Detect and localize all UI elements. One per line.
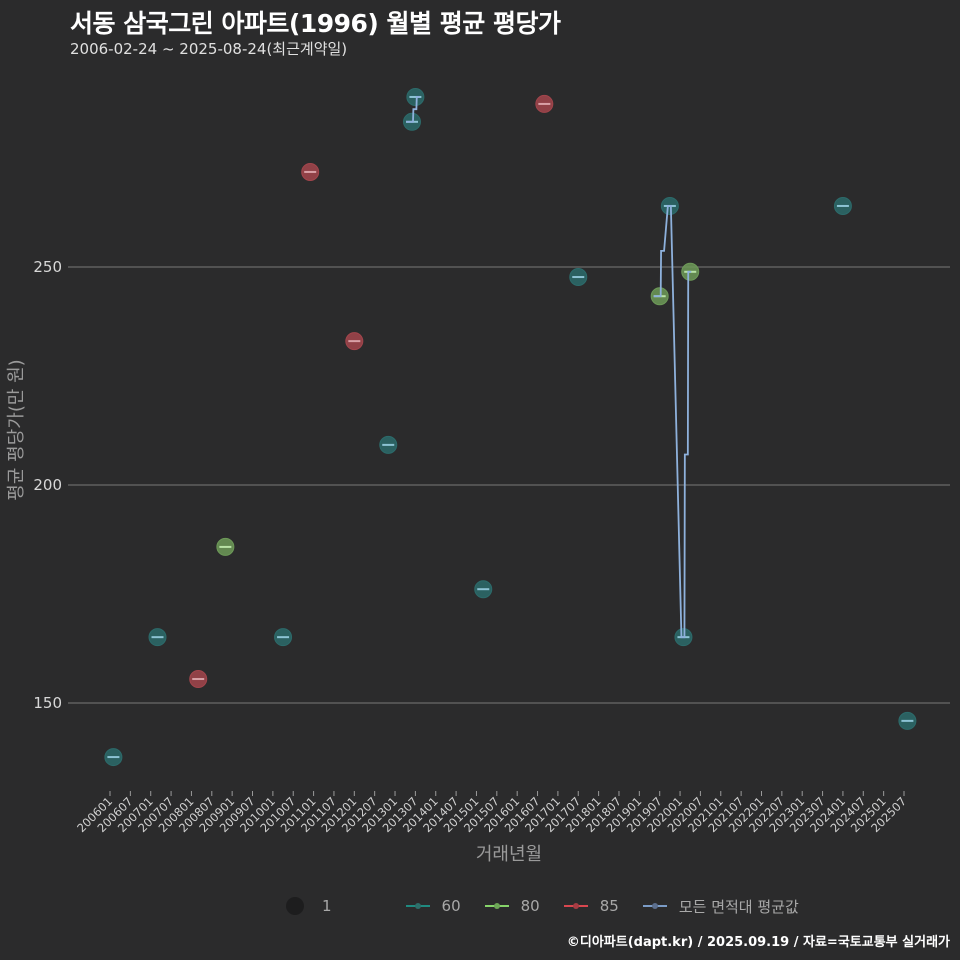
svg-text:250: 250: [33, 258, 62, 276]
legend-size-label: 1: [322, 897, 332, 915]
chart-title: 서동 삼국그린 아파트(1996) 월별 평균 평당가: [70, 9, 561, 38]
line-swatch-icon: [563, 903, 588, 909]
svg-text:150: 150: [33, 694, 62, 712]
legend-item-80: 80: [484, 897, 550, 915]
data-point: [474, 580, 493, 599]
data-point: [379, 435, 398, 454]
x-axis-ticks: 2006012006072007012007072008012008072009…: [74, 791, 909, 835]
footer-credit: ©디아파트(dapt.kr) / 2025.09.19 / 자료=국토교통부 실…: [566, 935, 950, 950]
x-axis-title: 거래년월: [476, 844, 542, 865]
legend-label: 80: [520, 897, 540, 915]
data-point: [104, 748, 123, 767]
data-point: [898, 711, 917, 730]
data-point: [216, 537, 235, 556]
data-point: [569, 268, 588, 287]
data-point: [274, 628, 293, 647]
legend-label: 85: [599, 897, 619, 915]
data-point: [406, 87, 425, 106]
legend-size: 1: [280, 897, 342, 915]
legend-item-85: 85: [563, 897, 629, 915]
data-point: [189, 670, 208, 689]
data-point: [301, 162, 320, 181]
legend-label: 60: [441, 897, 461, 915]
y-axis-ticks: 150 200 250: [33, 258, 62, 712]
y-axis-title: 평균 평당가(만 원): [6, 359, 27, 500]
legend-label: 모든 면적대 평균값: [678, 897, 799, 916]
data-point: [535, 94, 554, 113]
legend: 1 60 80 85 모든 면적대 평균값: [280, 893, 823, 919]
data-point: [148, 628, 167, 647]
legend-item-average: 모든 면적대 평균값: [642, 896, 809, 917]
size-dot-icon: [286, 897, 304, 915]
legend-item-60: 60: [405, 897, 471, 915]
average-line: [405, 96, 692, 639]
line-swatch-icon: [484, 903, 509, 909]
svg-text:200: 200: [33, 476, 62, 494]
data-points: [104, 87, 917, 767]
gridlines: [68, 266, 950, 704]
line-swatch-icon: [642, 903, 667, 909]
data-point: [345, 332, 364, 351]
line-swatch-icon: [405, 903, 430, 909]
chart-subtitle: 2006-02-24 ~ 2025-08-24(최근계약일): [70, 40, 348, 58]
data-point: [833, 196, 852, 215]
